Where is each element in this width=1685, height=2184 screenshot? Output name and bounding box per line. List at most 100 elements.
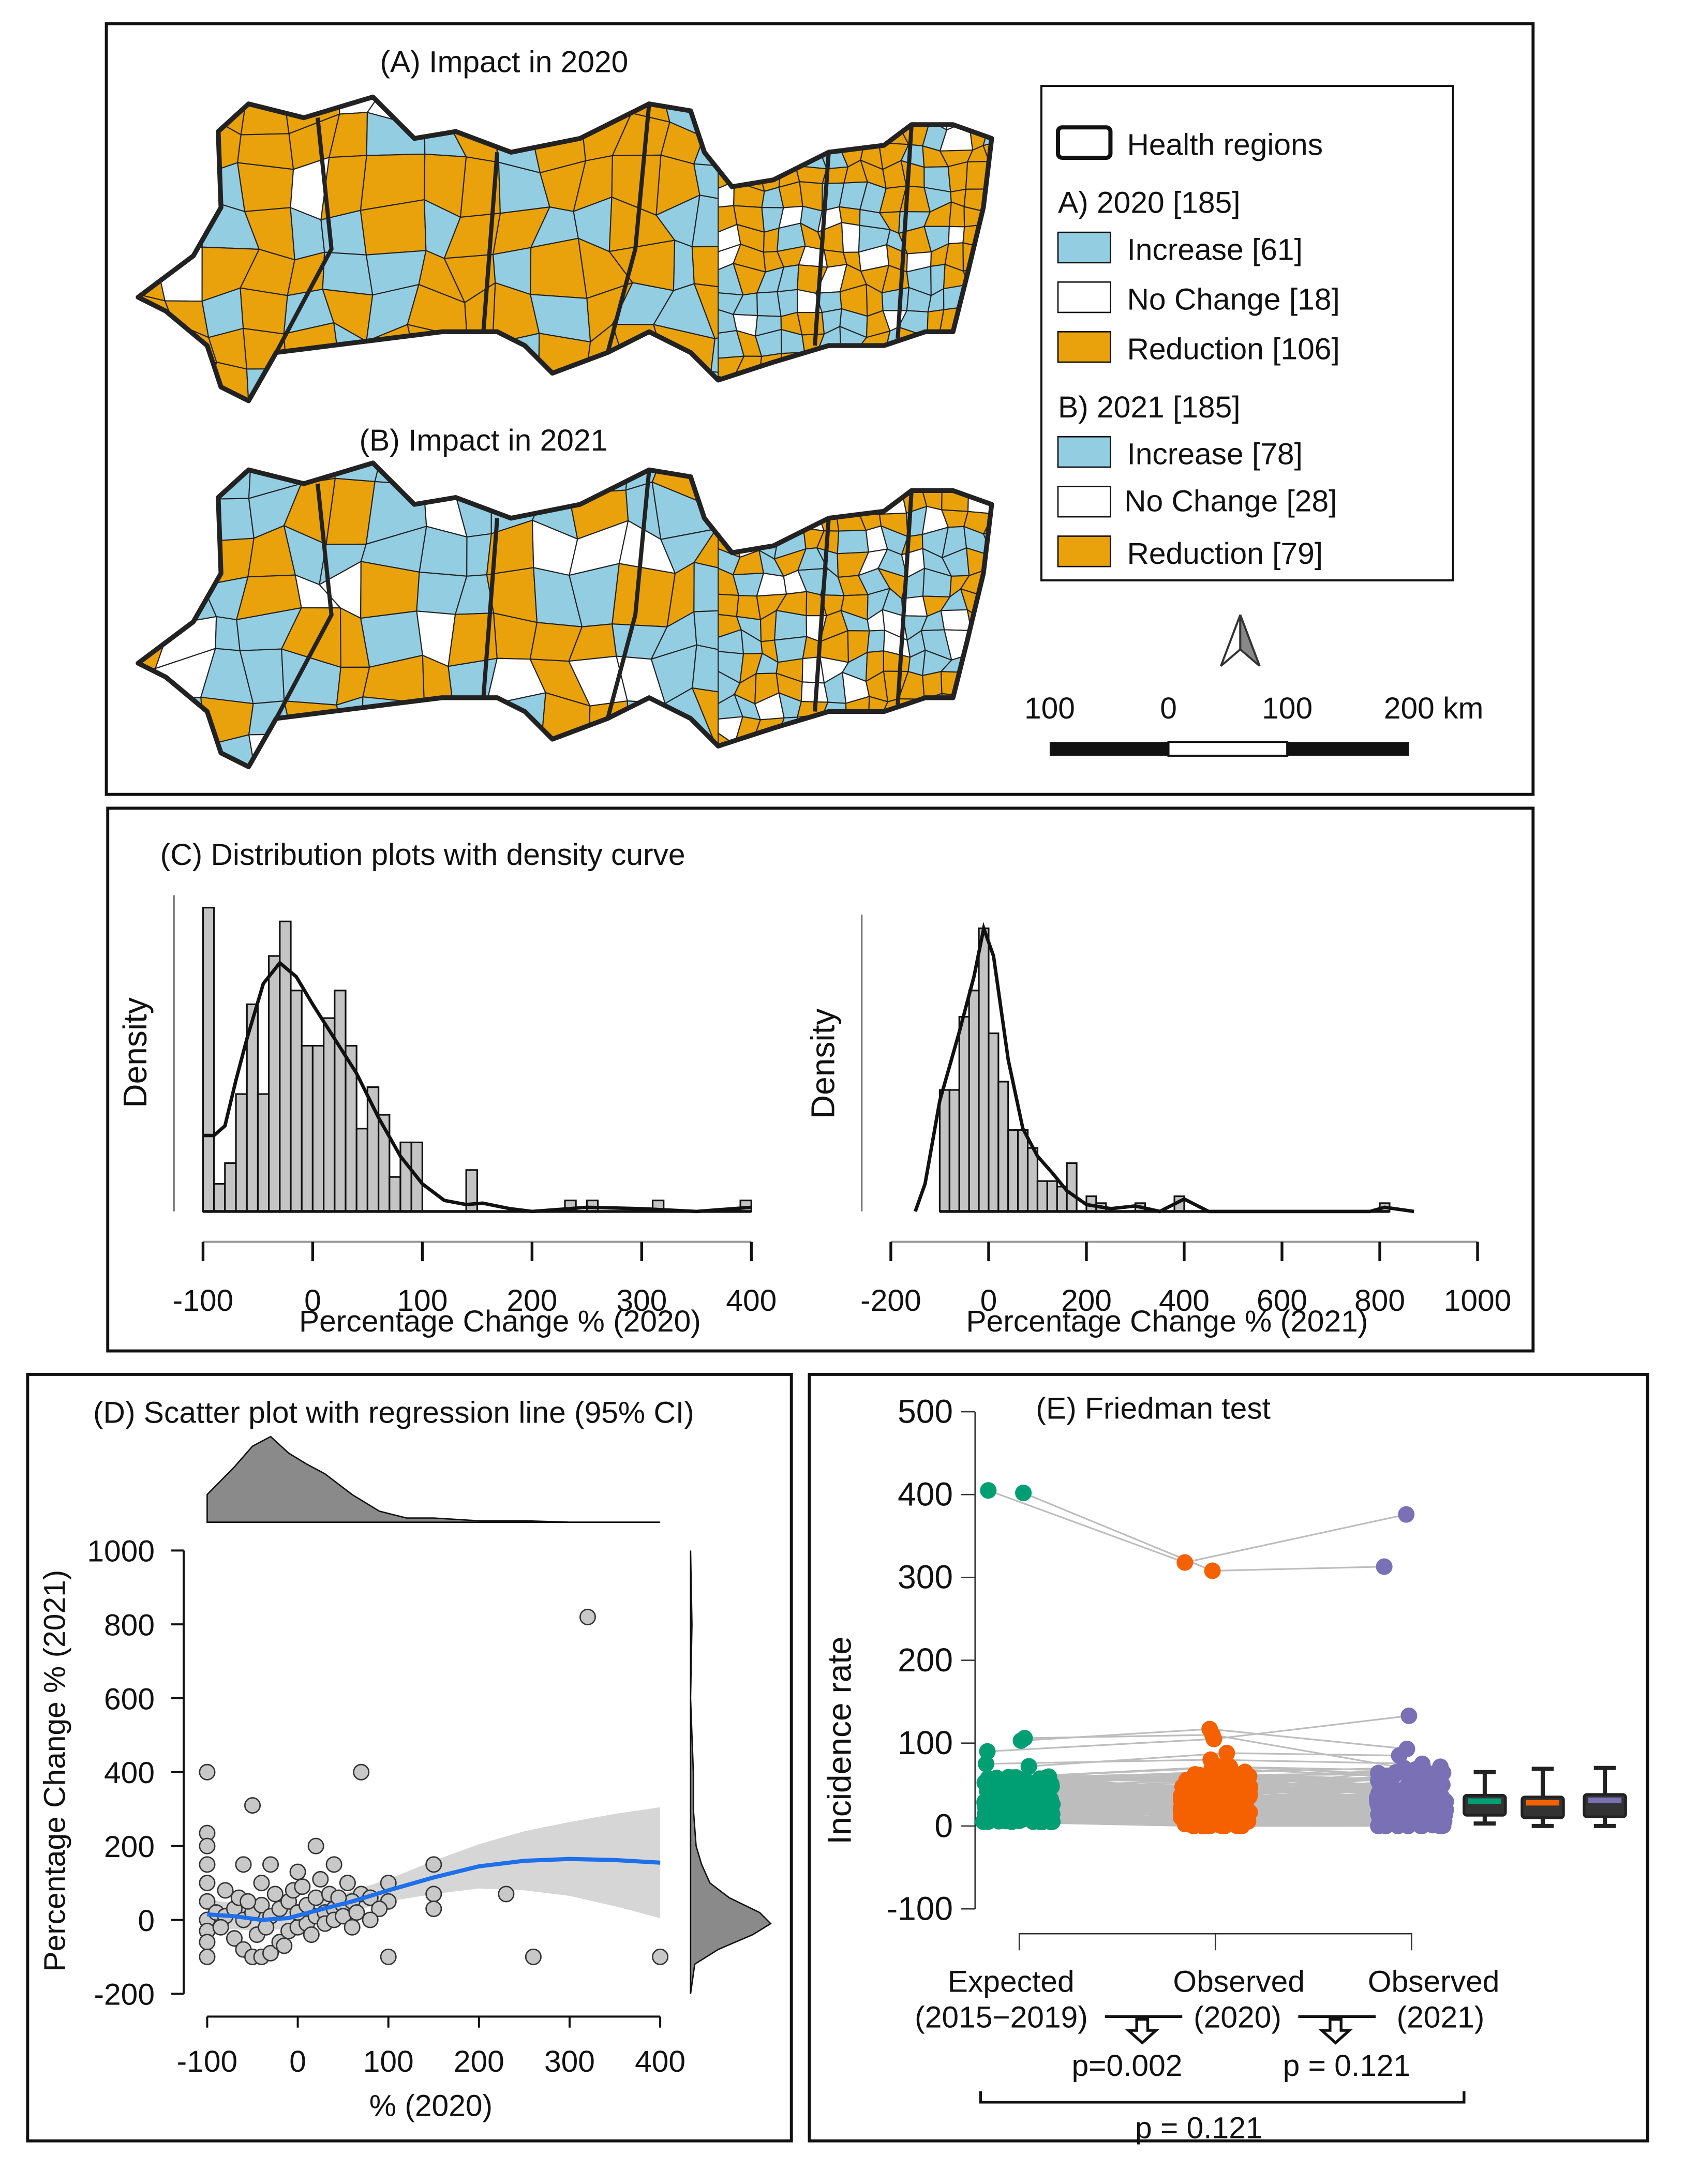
regression-line <box>207 1857 661 1922</box>
scale-segment <box>1167 741 1289 757</box>
y-tick-label: 400 <box>898 1476 953 1513</box>
histogram-bar <box>399 1141 412 1213</box>
x-tick-label: 300 <box>544 2045 595 2078</box>
legend-a-reduction: Reduction [106] <box>1127 333 1339 366</box>
group-0-point <box>980 1791 997 1808</box>
municipality <box>841 221 860 253</box>
legend-a-header: A) 2020 [185] <box>1058 186 1241 220</box>
group-0-point <box>993 1788 1010 1805</box>
map-b-title: (B) Impact in 2021 <box>360 424 608 457</box>
marginal-density-y <box>690 1550 772 1994</box>
group-1-point <box>1233 1817 1250 1834</box>
scatter-point <box>339 1875 356 1892</box>
x-tick-label: 200 <box>1061 1284 1112 1318</box>
map-a-title: (A) Impact in 2020 <box>380 45 629 79</box>
y-tick-label: 1000 <box>87 1535 155 1568</box>
scatter-point <box>199 1837 216 1854</box>
legend-b-reduction: Reduction [79] <box>1127 537 1323 571</box>
density-curve <box>203 960 752 1214</box>
legend-b-increase: Increase [78] <box>1127 438 1302 471</box>
group-1-point <box>1202 1751 1219 1768</box>
scatter-point <box>307 1837 324 1854</box>
histogram-bar <box>301 1044 314 1213</box>
y-tick-label: 800 <box>104 1609 155 1642</box>
scatter-point <box>371 1901 388 1918</box>
histogram-2020: -100 0 100 200 300 400 <box>173 895 777 1318</box>
scale-label-100-left: 100 <box>1024 692 1075 725</box>
scatter-point <box>199 1875 216 1892</box>
x-tick-label: 0 <box>289 2045 306 2078</box>
x-tick-label: 1000 <box>1444 1284 1512 1318</box>
municipality <box>612 563 676 627</box>
friedman-ylabel: Incidence rate <box>821 1636 858 1844</box>
x-tick-label: 200 <box>506 1284 557 1318</box>
legend-a-increase: Increase [61] <box>1127 233 1302 267</box>
legend-a-reduction-swatch <box>1057 331 1111 363</box>
scatter-point <box>276 1937 293 1954</box>
municipality <box>673 239 695 292</box>
y-tick-label: -100 <box>887 1890 953 1927</box>
panel-distribution: (C) Distribution plots with density curv… <box>106 806 1535 1353</box>
friedman-plot: -100 0 100 200 300 400 500 <box>887 1393 1627 1951</box>
group-0-point <box>977 1755 994 1772</box>
group-1-point <box>1176 1554 1194 1571</box>
scatter-point <box>344 1919 361 1936</box>
scatter-point <box>212 1919 229 1936</box>
health-region-border <box>605 469 651 719</box>
y-tick-label: 200 <box>898 1641 953 1679</box>
y-tick-label: 600 <box>104 1682 155 1716</box>
scatter-point <box>425 1901 442 1918</box>
histogram-bar <box>1017 1129 1029 1213</box>
x-tick-label: -200 <box>860 1284 921 1318</box>
legend-b-nochange: No Change [28] <box>1124 484 1337 518</box>
histogram-2021: -200 0 200 400 600 800 1000 <box>860 914 1512 1318</box>
panel-maps: (A) Impact in 2020 (B) Impact in 2021 He… <box>105 22 1535 796</box>
scatter-point <box>199 1893 216 1910</box>
x-tick-label: 0 <box>980 1284 997 1318</box>
municipality <box>773 609 808 641</box>
scatter-point <box>307 1889 324 1906</box>
histogram-bar <box>235 1093 248 1213</box>
north-arrow-icon <box>1220 614 1261 667</box>
scatter-point <box>353 1763 370 1781</box>
x-tick-label: 400 <box>635 2045 685 2078</box>
health-region-border <box>605 103 651 353</box>
panel-scatter: (D) Scatter plot with regression line (9… <box>26 1373 793 2143</box>
group-2-point <box>1398 1506 1415 1523</box>
group-1-point <box>1219 1779 1236 1796</box>
group-2-point <box>1435 1764 1452 1781</box>
histogram-bar <box>268 955 281 1213</box>
group-0-point <box>1012 1732 1030 1749</box>
municipality <box>360 561 420 619</box>
scatter-point <box>294 1878 311 1895</box>
y-tick-label: 100 <box>898 1724 953 1761</box>
y-tick-label: 200 <box>104 1830 155 1864</box>
group-2-point <box>1376 1558 1393 1575</box>
health-region-border <box>896 490 914 705</box>
scale-label-100: 100 <box>1262 692 1313 725</box>
y-tick-label: 0 <box>934 1807 953 1844</box>
scale-segment <box>1287 742 1409 756</box>
histogram-bar <box>1046 1180 1058 1213</box>
group-1-point <box>1205 1767 1222 1784</box>
x-tick-label: 200 <box>454 2045 504 2078</box>
scatter-point <box>425 1856 442 1873</box>
histogram-bar <box>202 906 215 1213</box>
scatter-point <box>380 1948 397 1965</box>
hist-2020-xlabel: Percentage Change % (2020) <box>299 1305 701 1338</box>
group-0-point <box>989 1774 1006 1791</box>
scatter-point <box>303 1926 320 1943</box>
group-1-point <box>1228 1791 1245 1808</box>
scatter-point <box>579 1608 597 1625</box>
group-2-point <box>1370 1785 1387 1802</box>
group-0-point <box>1003 1811 1020 1828</box>
scatter-point <box>240 1893 257 1910</box>
scatter-point <box>262 1856 279 1873</box>
y-tick-label: 400 <box>104 1756 155 1790</box>
group-2-point <box>1391 1747 1408 1764</box>
health-region-border <box>274 483 334 720</box>
scatter-point <box>253 1875 270 1892</box>
state-outline <box>136 94 994 403</box>
histogram-bar <box>355 1128 369 1213</box>
group-2-point <box>1395 1759 1412 1776</box>
